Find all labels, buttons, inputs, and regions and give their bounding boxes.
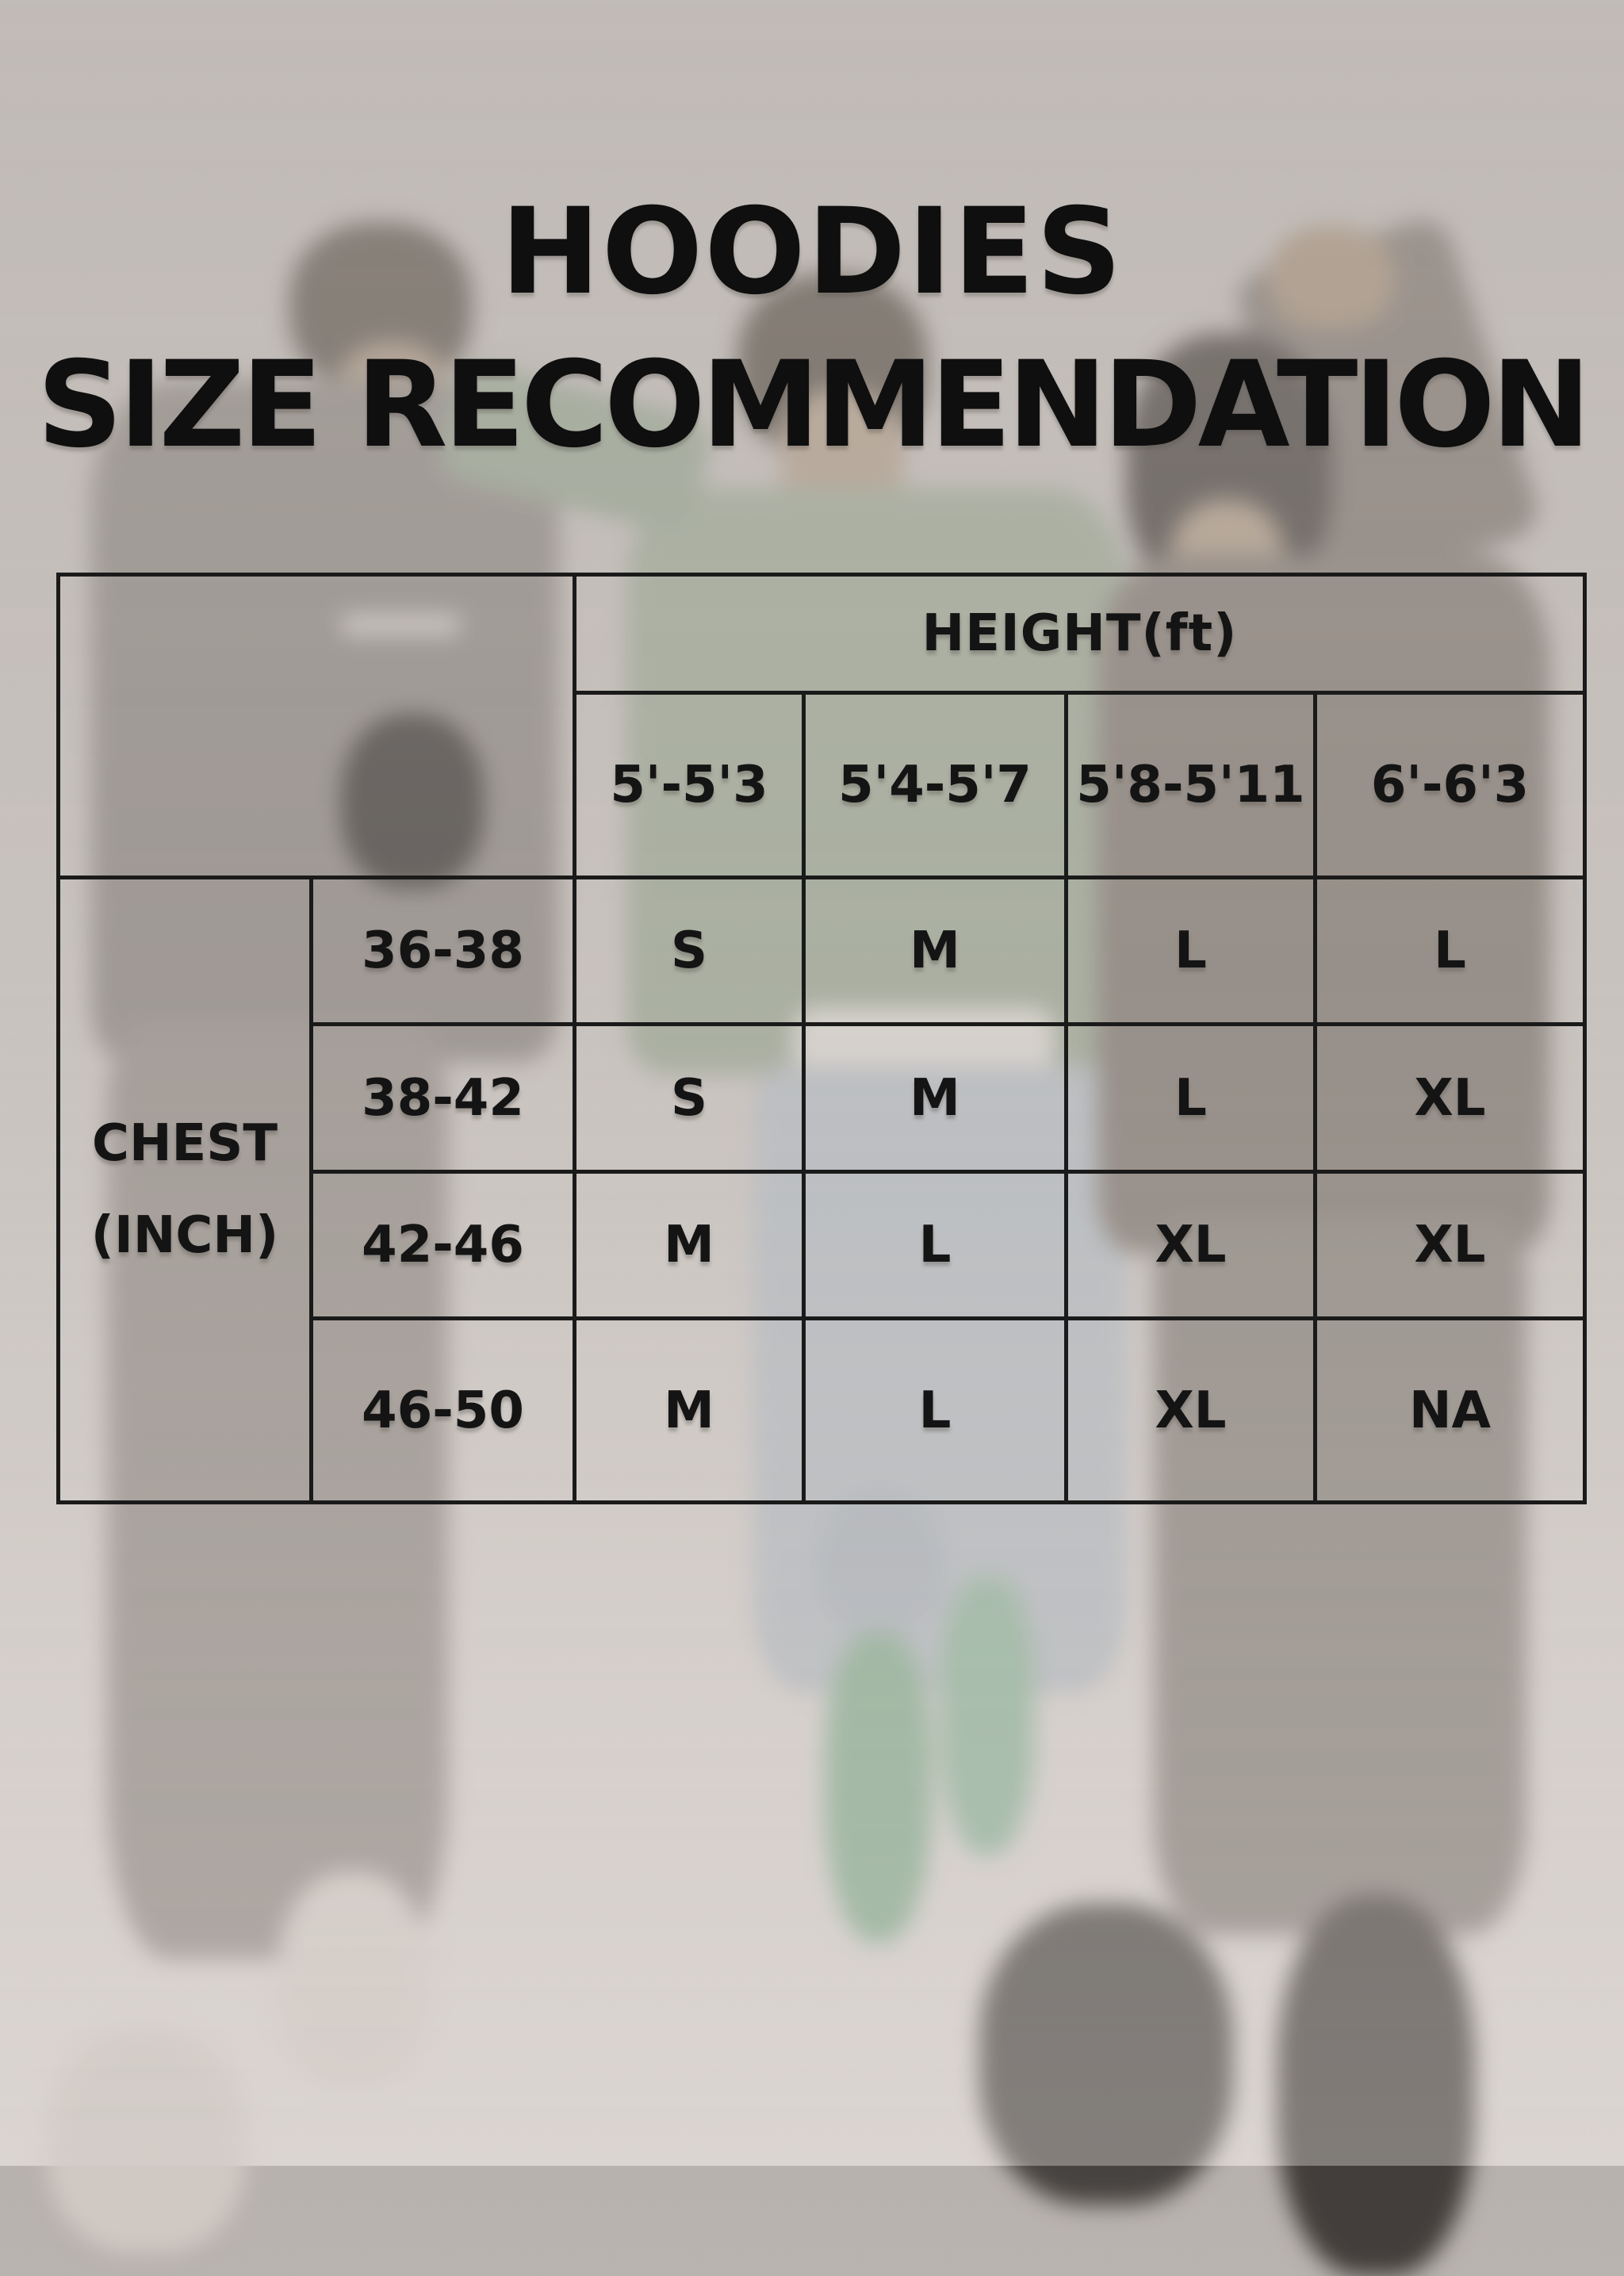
chest-header-cell: CHEST (INCH): [56, 876, 313, 1504]
size-cell: L: [802, 1170, 1068, 1320]
height-header-cell: HEIGHT(ft): [572, 573, 1588, 695]
height-column-2: 5'4-5'7: [802, 691, 1068, 879]
chest-range-36-38: 36-38: [309, 876, 576, 1026]
table-row: 42-46 M L XL XL: [59, 1170, 1588, 1320]
table-row: 38-42 S M L XL: [59, 1022, 1588, 1174]
size-cell: L: [1064, 876, 1317, 1026]
right-person-hand-on-head: [1269, 226, 1396, 329]
size-cell: L: [1064, 1022, 1317, 1174]
height-column-4: 6'-6'3: [1312, 691, 1588, 879]
size-cell: M: [573, 1170, 806, 1320]
right-person-boot-left: [979, 1903, 1233, 2205]
table-row: CHEST (INCH) 36-38 S M L L: [56, 876, 1588, 1504]
size-cell: S: [573, 876, 806, 1026]
size-cell: XL: [1064, 1316, 1317, 1504]
height-column-3: 5'8-5'11: [1064, 691, 1317, 879]
left-person-shoe-right: [278, 1872, 428, 2086]
size-cell: L: [1312, 876, 1588, 1026]
table-row: 46-50 M L XL NA: [59, 1316, 1588, 1504]
size-cell: XL: [1312, 1170, 1588, 1320]
size-cell: XL: [1312, 1022, 1588, 1174]
size-cell: XL: [1064, 1170, 1317, 1320]
chest-range-42-46: 42-46: [309, 1170, 576, 1320]
size-cell: S: [573, 1022, 806, 1174]
size-cell: M: [573, 1316, 806, 1504]
size-cell: M: [802, 876, 1068, 1026]
corner-empty-cell: [56, 573, 576, 879]
size-cell: NA: [1312, 1316, 1588, 1504]
size-cell: M: [802, 1022, 1068, 1174]
chest-range-46-50: 46-50: [309, 1316, 576, 1504]
height-column-1: 5'-5'3: [573, 691, 806, 879]
size-cell: L: [802, 1316, 1068, 1504]
middle-person-green-shoe-right: [940, 1578, 1035, 1856]
size-recommendation-table: HEIGHT(ft) 5'-5'3 5'4-5'7 5'8-5'11 6'-6'…: [56, 573, 1588, 1504]
page-title-line2: SIZE RECOMMENDATION: [36, 336, 1591, 474]
middle-person-green-shoe-left: [825, 1634, 932, 1943]
chest-header-line1: CHEST: [92, 1114, 278, 1174]
page-title-line1: HOODIES: [500, 183, 1124, 321]
middle-person-jeans-cuff: [817, 1491, 944, 1634]
chest-range-38-42: 38-42: [309, 1022, 576, 1174]
chest-header-line2: (INCH): [90, 1205, 279, 1265]
